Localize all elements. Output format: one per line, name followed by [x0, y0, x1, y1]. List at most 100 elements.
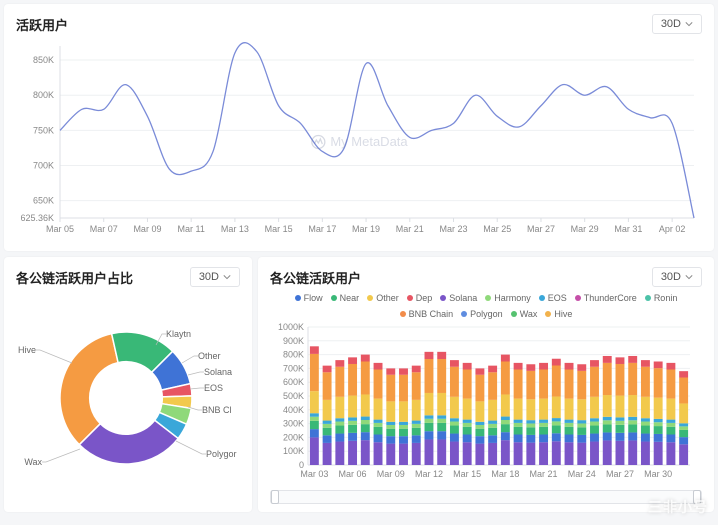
- legend-item[interactable]: Dep: [407, 293, 433, 303]
- svg-text:Mar 05: Mar 05: [46, 224, 74, 234]
- svg-text:Mar 29: Mar 29: [571, 224, 599, 234]
- donut-chart-svg: WaxPolygorBNB ClEOSSolanaOtherKlaytnHive: [16, 293, 240, 493]
- svg-text:300K: 300K: [283, 419, 304, 429]
- svg-text:Mar 21: Mar 21: [530, 469, 558, 479]
- active-users-line-panel: 活跃用户 30D 650K700K750K800K850K625.36KMar …: [4, 4, 714, 251]
- chevron-down-icon: [223, 273, 231, 281]
- svg-text:Mar 30: Mar 30: [644, 469, 672, 479]
- svg-text:Mar 09: Mar 09: [133, 224, 161, 234]
- legend-item[interactable]: ThunderCore: [575, 293, 637, 303]
- legend-item[interactable]: EOS: [539, 293, 567, 303]
- svg-text:Mar 21: Mar 21: [396, 224, 424, 234]
- line-chart-area: 650K700K750K800K850K625.36KMar 05Mar 07M…: [16, 40, 702, 243]
- svg-text:Klaytn: Klaytn: [166, 329, 191, 339]
- svg-text:Mar 31: Mar 31: [614, 224, 642, 234]
- period-label: 30D: [661, 271, 681, 283]
- svg-text:750K: 750K: [33, 125, 54, 135]
- svg-text:500K: 500K: [283, 391, 304, 401]
- legend-label: Wax: [520, 309, 538, 319]
- legend-label: Ronin: [654, 293, 678, 303]
- svg-text:Mar 25: Mar 25: [483, 224, 511, 234]
- legend-item[interactable]: Wax: [511, 309, 538, 319]
- time-range-slider[interactable]: [270, 490, 702, 504]
- svg-text:Solana: Solana: [204, 367, 232, 377]
- svg-text:Mar 06: Mar 06: [339, 469, 367, 479]
- legend-dot: [485, 295, 491, 301]
- svg-text:Wax: Wax: [24, 457, 42, 467]
- legend-dot: [545, 311, 551, 317]
- svg-text:Mar 27: Mar 27: [606, 469, 634, 479]
- legend-label: Near: [340, 293, 360, 303]
- svg-text:Polygor: Polygor: [206, 449, 237, 459]
- legend-item[interactable]: Hive: [545, 309, 572, 319]
- svg-text:BNB Cl: BNB Cl: [202, 405, 232, 415]
- legend-label: BNB Chain: [409, 309, 454, 319]
- svg-text:Mar 09: Mar 09: [377, 469, 405, 479]
- legend-item[interactable]: Polygon: [461, 309, 503, 319]
- slider-handle-left[interactable]: [271, 490, 279, 504]
- legend-dot: [440, 295, 446, 301]
- panel-title-chain-active: 各公链活跃用户: [270, 268, 361, 287]
- legend-dot: [511, 311, 517, 317]
- svg-text:Mar 11: Mar 11: [178, 224, 205, 234]
- legend-item[interactable]: Near: [331, 293, 360, 303]
- legend-label: EOS: [548, 293, 567, 303]
- chain-share-donut-panel: 各公链活跃用户占比 30D WaxPolygorBNB ClEOSSolanaO…: [4, 257, 252, 512]
- legend-dot: [367, 295, 373, 301]
- svg-text:Mar 07: Mar 07: [90, 224, 118, 234]
- panel-title-chain-share: 各公链活跃用户占比: [16, 268, 133, 287]
- legend-dot: [461, 311, 467, 317]
- period-select-line[interactable]: 30D: [652, 14, 702, 34]
- legend-label: Flow: [304, 293, 323, 303]
- svg-text:100K: 100K: [283, 446, 304, 456]
- legend-label: ThunderCore: [584, 293, 637, 303]
- bottom-brand: 三非小号: [648, 497, 708, 517]
- legend-item[interactable]: Ronin: [645, 293, 678, 303]
- panel-header: 各公链活跃用户 30D: [270, 267, 702, 287]
- svg-text:625.36K: 625.36K: [20, 213, 54, 223]
- legend-item[interactable]: Other: [367, 293, 399, 303]
- legend-dot: [295, 295, 301, 301]
- legend-dot: [575, 295, 581, 301]
- svg-text:700K: 700K: [33, 161, 54, 171]
- panel-header: 活跃用户 30D: [16, 14, 702, 34]
- legend-item[interactable]: Solana: [440, 293, 477, 303]
- period-label: 30D: [661, 18, 681, 30]
- legend-label: Harmony: [494, 293, 531, 303]
- legend-label: Dep: [416, 293, 433, 303]
- svg-text:Mar 15: Mar 15: [453, 469, 481, 479]
- svg-text:600K: 600K: [283, 377, 304, 387]
- legend-dot: [645, 295, 651, 301]
- bar-chart-area: 0100K200K300K400K500K600K700K800K900K100…: [270, 323, 702, 486]
- svg-text:850K: 850K: [33, 55, 54, 65]
- period-select-donut[interactable]: 30D: [190, 267, 240, 287]
- svg-text:Mar 19: Mar 19: [352, 224, 380, 234]
- panel-header: 各公链活跃用户占比 30D: [16, 267, 240, 287]
- svg-text:Mar 23: Mar 23: [440, 224, 468, 234]
- svg-text:900K: 900K: [283, 336, 304, 346]
- chain-active-bars-panel: 各公链活跃用户 30D Flow Near Other Dep Solana Harmon…: [258, 257, 714, 512]
- legend-dot: [407, 295, 413, 301]
- period-select-bars[interactable]: 30D: [652, 267, 702, 287]
- svg-text:Apr 02: Apr 02: [659, 224, 686, 234]
- legend-item[interactable]: BNB Chain: [400, 309, 454, 319]
- svg-text:1000K: 1000K: [278, 323, 304, 332]
- svg-text:Mar 18: Mar 18: [491, 469, 519, 479]
- period-label: 30D: [199, 271, 219, 283]
- legend-dot: [331, 295, 337, 301]
- legend-item[interactable]: Flow: [295, 293, 323, 303]
- legend-dot: [539, 295, 545, 301]
- svg-text:Mar 03: Mar 03: [300, 469, 328, 479]
- legend-label: Hive: [554, 309, 572, 319]
- bar-chart-svg: 0100K200K300K400K500K600K700K800K900K100…: [270, 323, 694, 483]
- panel-title-active-users: 活跃用户: [16, 15, 68, 34]
- svg-text:800K: 800K: [283, 350, 304, 360]
- svg-text:Other: Other: [198, 351, 221, 361]
- legend-item[interactable]: Harmony: [485, 293, 531, 303]
- legend-dot: [400, 311, 406, 317]
- svg-text:200K: 200K: [283, 432, 304, 442]
- chevron-down-icon: [685, 273, 693, 281]
- svg-text:Mar 24: Mar 24: [568, 469, 596, 479]
- svg-text:Mar 13: Mar 13: [221, 224, 249, 234]
- svg-text:800K: 800K: [33, 90, 54, 100]
